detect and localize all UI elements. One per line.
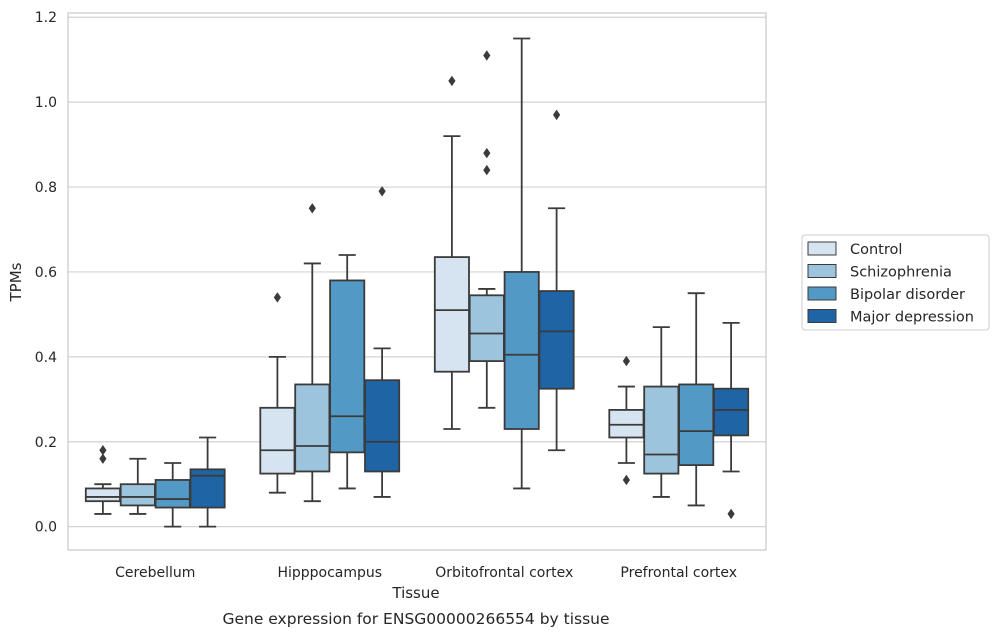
box-body [259, 406, 296, 475]
outlier-point [483, 50, 491, 61]
box [678, 292, 715, 507]
y-tick-labels: 0.0 0.2 0.4 0.6 0.8 1.0 1.2 [35, 10, 57, 535]
outlier-point [483, 147, 491, 159]
x-tick-label: Cerebellum [115, 565, 195, 581]
box [608, 355, 645, 486]
box-body [84, 487, 121, 503]
box [433, 75, 470, 430]
box [84, 445, 121, 515]
outlier-point [553, 109, 561, 121]
box-series [84, 37, 750, 528]
box-body [364, 379, 401, 473]
box [468, 50, 505, 409]
legend: Control Schizophrenia Bipolar disorder Majo… [801, 234, 990, 331]
legend-frame [801, 234, 990, 331]
grid-lines [68, 16, 766, 528]
outlier-point [99, 445, 107, 456]
box-body [154, 479, 191, 509]
legend-label: Control [850, 242, 902, 258]
outlier-point [308, 203, 316, 214]
box-body [433, 256, 470, 373]
series-bipolar-disorder [154, 37, 715, 528]
series-major-depression [189, 109, 750, 528]
box [503, 37, 540, 490]
y-tick-label: 1.0 [35, 95, 57, 111]
legend-label: Schizophrenia [850, 265, 952, 281]
box-body [608, 409, 645, 439]
x-tick-labels: Cerebellum Hipppocampus Orbitofrontal cort… [115, 565, 737, 581]
legend-swatch [807, 286, 837, 301]
box-body [643, 385, 680, 475]
box-body [538, 290, 575, 390]
y-axis-title: TPMs [7, 262, 25, 302]
box [259, 292, 296, 494]
y-tick-label: 0.6 [35, 265, 57, 281]
y-tick-label: 0.8 [35, 180, 57, 196]
outlier-point [622, 474, 630, 486]
chart-caption: Gene expression for ENSG00000266554 by t… [222, 610, 609, 628]
box-body [294, 383, 331, 473]
box-body [713, 387, 750, 437]
box-body [468, 294, 505, 362]
outlier-point [622, 355, 630, 367]
box [643, 326, 680, 498]
box [713, 321, 750, 520]
outlier-point [273, 292, 281, 303]
x-axis-title: Tissue [391, 584, 439, 602]
box [119, 457, 156, 515]
legend-label: Major depression [850, 310, 974, 326]
y-tick-label: 0.2 [35, 435, 57, 451]
plot-frame [67, 12, 767, 551]
x-tick-label: Prefrontal cortex [620, 565, 737, 581]
y-tick-label: 1.2 [35, 10, 57, 26]
outlier-point [483, 164, 491, 176]
legend-swatch [807, 241, 837, 256]
box-body [678, 383, 715, 466]
box [364, 186, 401, 498]
box [294, 203, 331, 503]
legend-swatch [807, 264, 837, 278]
outlier-point [99, 453, 107, 464]
x-tick-label: Orbitofrontal cortex [435, 565, 573, 581]
box-body [119, 483, 156, 507]
outlier-point [378, 186, 386, 197]
y-tick-label: 0.4 [35, 350, 57, 366]
legend-swatch [807, 309, 837, 323]
legend-label: Bipolar disorder [850, 287, 965, 303]
box [154, 462, 191, 528]
series-schizophrenia [119, 50, 680, 515]
outlier-point [727, 508, 735, 520]
series-control [84, 75, 645, 515]
x-tick-label: Hipppocampus [277, 565, 382, 581]
y-tick-label: 0.0 [35, 520, 57, 536]
box [189, 436, 226, 528]
box [329, 254, 366, 490]
box [538, 109, 575, 452]
box-body [329, 279, 366, 454]
box-body [503, 271, 540, 430]
outlier-point [448, 75, 456, 87]
